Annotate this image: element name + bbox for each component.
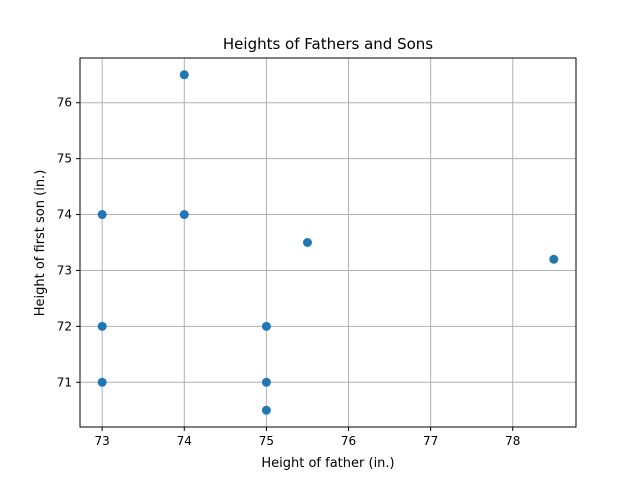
x-tick-label: 78	[505, 434, 520, 448]
x-axis-title: Height of father (in.)	[261, 456, 394, 471]
data-point	[261, 405, 271, 415]
chart-title: Heights of Fathers and Sons	[223, 35, 433, 53]
y-tick-label: 76	[57, 96, 72, 110]
data-points	[97, 70, 559, 415]
y-tick-label: 71	[57, 375, 72, 389]
x-tick-label: 76	[341, 434, 356, 448]
y-tick-label: 74	[57, 208, 72, 222]
x-tick-label: 74	[177, 434, 192, 448]
data-point	[179, 70, 189, 80]
data-point	[261, 321, 271, 331]
x-axis-ticks: 73 74 75 76 77 78	[95, 427, 520, 448]
x-tick-label: 73	[95, 434, 110, 448]
grid-lines	[80, 58, 576, 427]
data-point	[261, 377, 271, 387]
y-axis-ticks: 71 72 73 74 75 76	[57, 96, 80, 389]
x-tick-label: 75	[259, 434, 274, 448]
data-point	[302, 238, 312, 247]
data-point	[97, 377, 107, 387]
y-tick-label: 75	[57, 152, 72, 166]
data-point	[97, 321, 107, 331]
plot-frame	[79, 57, 577, 428]
data-point	[97, 210, 107, 220]
y-axis-title: Height of first son (in.)	[33, 170, 48, 317]
data-point	[549, 254, 559, 264]
data-point	[179, 210, 189, 220]
y-tick-label: 72	[57, 319, 72, 333]
x-tick-label: 77	[423, 434, 438, 448]
y-tick-label: 73	[57, 263, 72, 277]
